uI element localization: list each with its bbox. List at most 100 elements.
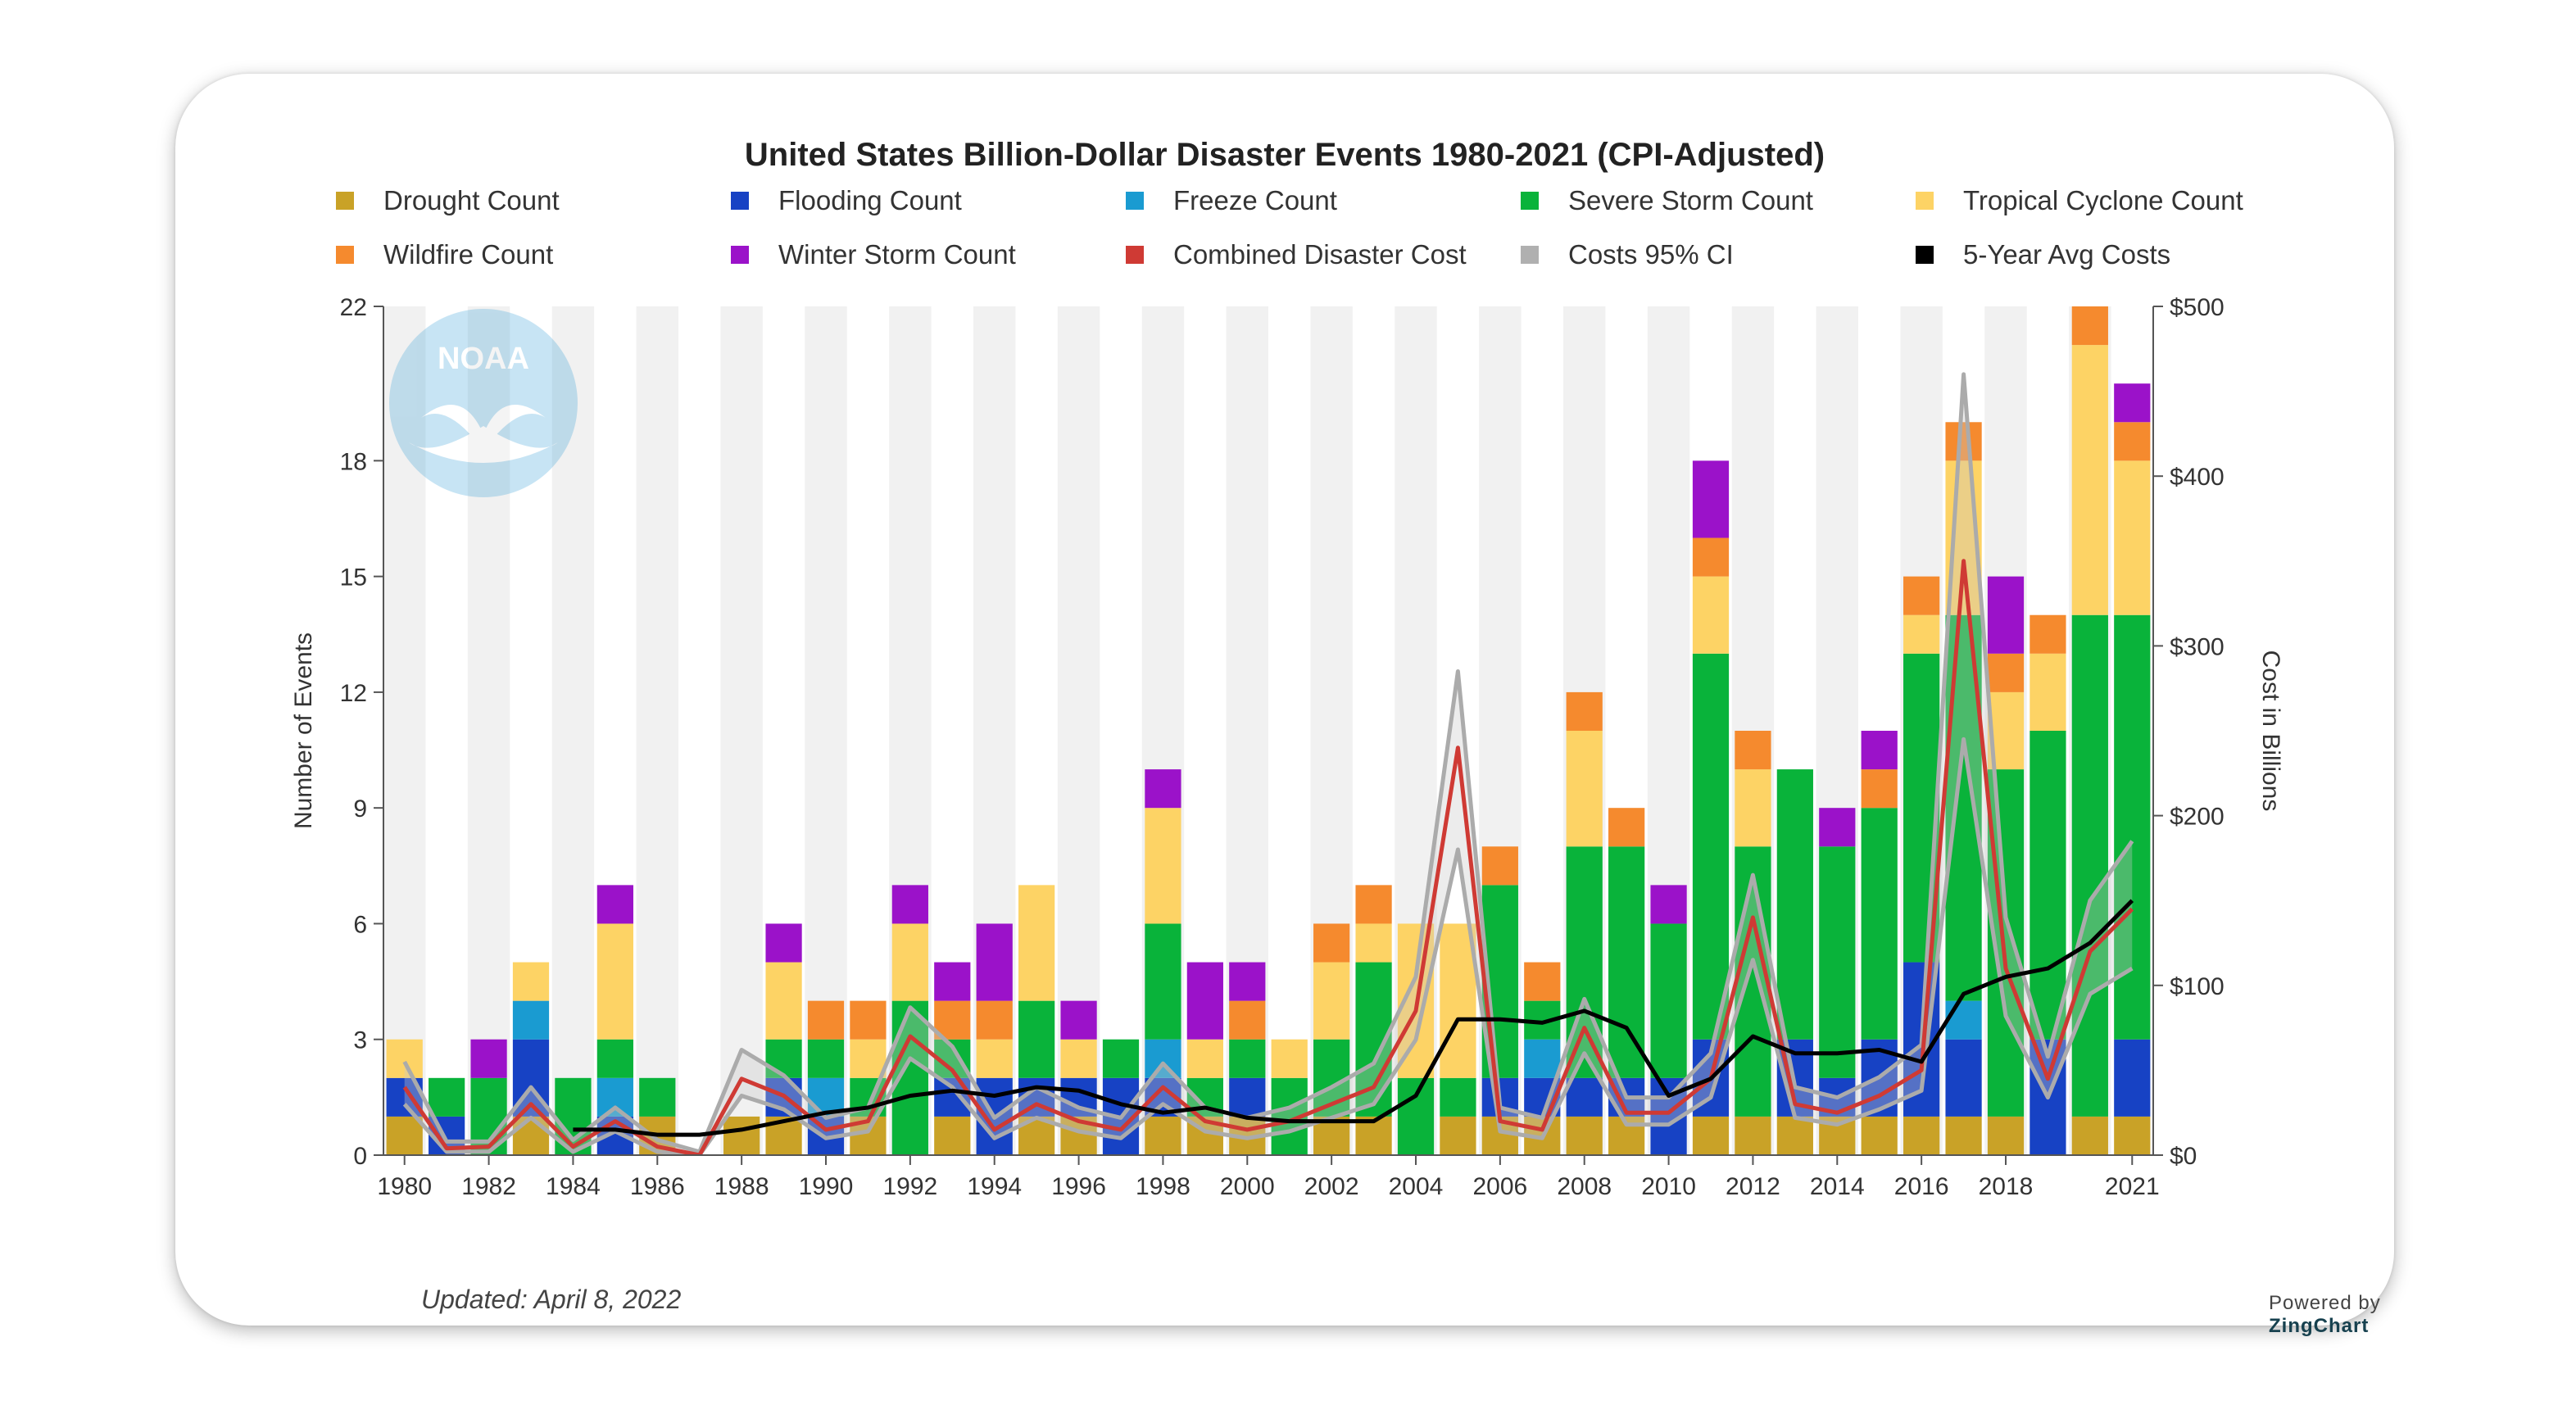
- bar-segment[interactable]: [429, 1077, 465, 1117]
- legend-item[interactable]: Combined Disaster Cost: [1126, 239, 1467, 270]
- bar-segment[interactable]: [1776, 769, 1813, 1040]
- bar-segment[interactable]: [1440, 923, 1476, 1078]
- bar-segment[interactable]: [386, 1116, 423, 1155]
- bar-segment[interactable]: [1481, 846, 1518, 886]
- bar-segment[interactable]: [765, 1039, 802, 1078]
- bar-segment[interactable]: [2114, 422, 2151, 461]
- bar-segment[interactable]: [1102, 1039, 1140, 1078]
- bar-segment[interactable]: [765, 962, 802, 1040]
- bar-segment[interactable]: [1186, 1039, 1223, 1078]
- bar-segment[interactable]: [1987, 653, 2025, 692]
- powered-by[interactable]: Powered by ZingChart: [2269, 1292, 2394, 1338]
- bar-segment[interactable]: [976, 1039, 1013, 1078]
- bar-segment[interactable]: [512, 1116, 550, 1155]
- bar-segment[interactable]: [1524, 1039, 1561, 1078]
- bar-segment[interactable]: [1735, 769, 1771, 847]
- bar-segment[interactable]: [1018, 885, 1055, 1001]
- bar-segment[interactable]: [1229, 1077, 1266, 1117]
- bar-segment[interactable]: [1945, 1116, 1982, 1155]
- bar-segment[interactable]: [1945, 1039, 1982, 1117]
- bar-segment[interactable]: [2071, 1116, 2108, 1155]
- bar-segment[interactable]: [639, 1077, 676, 1117]
- bar-segment[interactable]: [976, 923, 1013, 1001]
- bar-segment[interactable]: [1271, 1039, 1308, 1078]
- bar-segment[interactable]: [470, 1039, 507, 1078]
- legend-item[interactable]: Winter Storm Count: [731, 239, 1016, 270]
- legend-item[interactable]: 5-Year Avg Costs: [1916, 239, 2170, 270]
- legend-item[interactable]: Wildfire Count: [336, 239, 553, 270]
- bar-segment[interactable]: [1566, 691, 1603, 731]
- bar-segment[interactable]: [2030, 731, 2066, 1040]
- bar-segment[interactable]: [2114, 460, 2151, 615]
- bar-segment[interactable]: [2030, 653, 2066, 731]
- legend-item[interactable]: Tropical Cyclone Count: [1916, 185, 2243, 215]
- bar-segment[interactable]: [1987, 1116, 2025, 1155]
- bar-segment[interactable]: [891, 923, 928, 1001]
- legend-item[interactable]: Drought Count: [336, 185, 560, 215]
- bar-segment[interactable]: [1566, 731, 1603, 847]
- bar-segment[interactable]: [1861, 808, 1898, 1040]
- bar-segment[interactable]: [1903, 1116, 1940, 1155]
- bar-segment[interactable]: [2114, 1039, 2151, 1117]
- bar-segment[interactable]: [1692, 576, 1730, 654]
- bar-segment[interactable]: [1861, 1116, 1898, 1155]
- bar-segment[interactable]: [2071, 345, 2108, 615]
- bar-segment[interactable]: [1692, 1116, 1730, 1155]
- bar-segment[interactable]: [1945, 1000, 1982, 1040]
- bar-segment[interactable]: [1186, 962, 1223, 1040]
- bar-segment[interactable]: [1861, 731, 1898, 770]
- bar-segment[interactable]: [1397, 1077, 1435, 1155]
- bar-segment[interactable]: [596, 923, 633, 1040]
- bar-segment[interactable]: [807, 1039, 845, 1078]
- bar-segment[interactable]: [386, 1039, 423, 1078]
- bar-segment[interactable]: [1313, 923, 1350, 963]
- bar-segment[interactable]: [596, 885, 633, 924]
- bar-segment[interactable]: [1945, 422, 1982, 461]
- bar-segment[interactable]: [1735, 1116, 1771, 1155]
- bar-segment[interactable]: [2030, 614, 2066, 654]
- bar-segment[interactable]: [1692, 653, 1730, 1040]
- bar-segment[interactable]: [2071, 306, 2108, 346]
- bar-segment[interactable]: [1903, 614, 1940, 654]
- legend-item[interactable]: Freeze Count: [1126, 185, 1337, 215]
- bar-segment[interactable]: [2114, 383, 2151, 423]
- bar-segment[interactable]: [1229, 962, 1266, 1001]
- legend-item[interactable]: Flooding Count: [731, 185, 962, 215]
- legend-item[interactable]: Severe Storm Count: [1521, 185, 1813, 215]
- bar-segment[interactable]: [1692, 537, 1730, 577]
- bar-segment[interactable]: [1313, 962, 1350, 1040]
- bar-segment[interactable]: [891, 885, 928, 924]
- bar-segment[interactable]: [1355, 885, 1392, 924]
- bar-segment[interactable]: [934, 962, 971, 1001]
- bar-segment[interactable]: [1735, 731, 1771, 770]
- legend-item[interactable]: Costs 95% CI: [1521, 239, 1734, 270]
- bar-segment[interactable]: [512, 962, 550, 1001]
- bar-segment[interactable]: [1229, 1039, 1266, 1078]
- bar-segment[interactable]: [1861, 769, 1898, 809]
- bar-segment[interactable]: [1650, 923, 1687, 1078]
- bar-segment[interactable]: [1145, 769, 1181, 809]
- bar-segment[interactable]: [1440, 1116, 1476, 1155]
- bar-segment[interactable]: [1060, 1000, 1097, 1040]
- bar-segment[interactable]: [1735, 846, 1771, 1117]
- bar-segment[interactable]: [807, 1000, 845, 1040]
- bar-segment[interactable]: [1229, 1000, 1266, 1040]
- bar-segment[interactable]: [850, 1039, 887, 1078]
- bar-segment[interactable]: [1060, 1039, 1097, 1078]
- bar-segment[interactable]: [596, 1039, 633, 1078]
- bar-segment[interactable]: [1440, 1077, 1476, 1117]
- bar-segment[interactable]: [1566, 1116, 1603, 1155]
- bar-segment[interactable]: [1903, 576, 1940, 615]
- powered-by-brand[interactable]: ZingChart: [2269, 1315, 2370, 1337]
- bar-segment[interactable]: [2071, 614, 2108, 1117]
- bar-segment[interactable]: [512, 1000, 550, 1040]
- bar-segment[interactable]: [850, 1000, 887, 1040]
- bar-segment[interactable]: [1524, 962, 1561, 1001]
- bar-segment[interactable]: [1608, 846, 1645, 1078]
- bar-segment[interactable]: [976, 1000, 1013, 1040]
- bar-segment[interactable]: [1776, 1116, 1813, 1155]
- bar-segment[interactable]: [1355, 923, 1392, 963]
- bar-segment[interactable]: [1145, 1039, 1181, 1078]
- bar-segment[interactable]: [2114, 1116, 2151, 1155]
- bar-segment[interactable]: [934, 1116, 971, 1155]
